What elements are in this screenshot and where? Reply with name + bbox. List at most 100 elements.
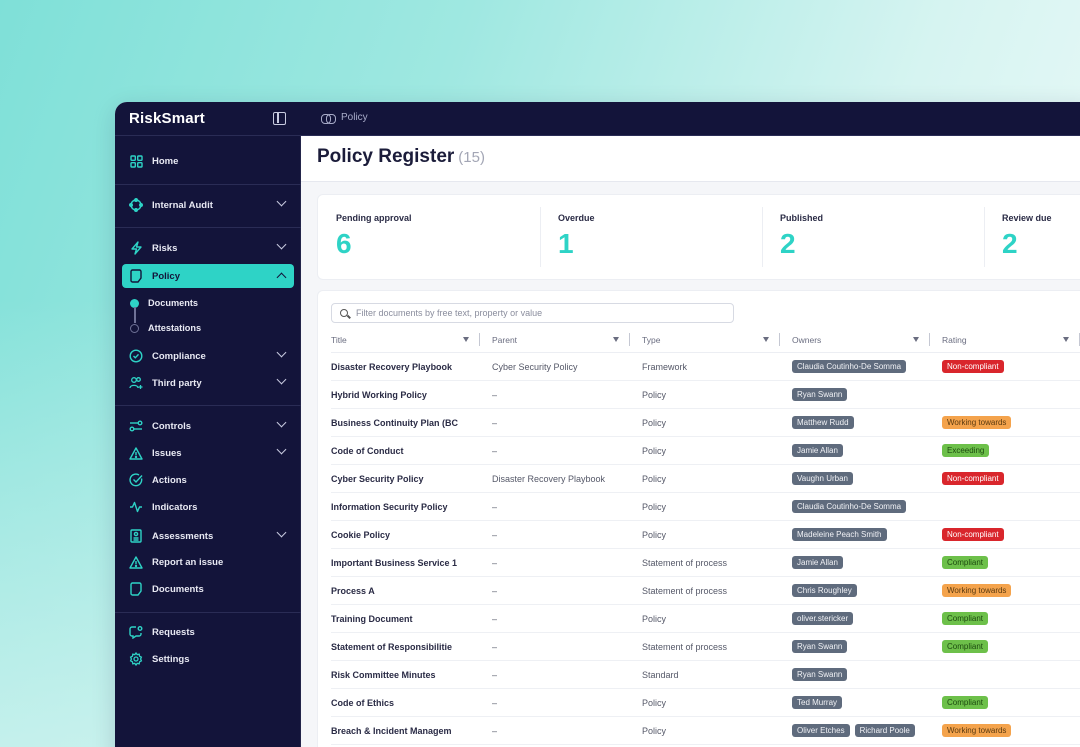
table-row[interactable]: Risk Committee Minutes – Standard Ryan Swan… (331, 661, 1080, 689)
sidebar-item-compliance[interactable]: Compliance (122, 344, 294, 368)
sidebar-item-issues[interactable]: Issues (122, 441, 294, 465)
owner-chip[interactable]: Claudia Coutinho-De Somma (792, 360, 907, 373)
table-row[interactable]: Important Business Service 1 – Statement o… (331, 549, 1080, 577)
column-header-parent[interactable]: Parent (492, 333, 642, 347)
cell-title[interactable]: Cyber Security Policy (331, 474, 424, 484)
cell-title[interactable]: Risk Committee Minutes (331, 670, 436, 680)
cell-title[interactable]: Training Document (331, 614, 413, 624)
column-resize-handle[interactable] (929, 333, 930, 346)
table-row[interactable]: Cookie Policy – Policy Madeleine Peach Smit… (331, 521, 1080, 549)
rating-badge: Compliant (942, 556, 989, 569)
sidebar-item-label: Actions (152, 474, 187, 486)
sidebar-item-actions[interactable]: Actions (122, 468, 294, 492)
rating-badge: Non-compliant (942, 472, 1004, 485)
filter-box[interactable] (331, 303, 734, 323)
owner-chip[interactable]: Jamie Allan (792, 556, 843, 569)
sidebar-item-label: Documents (152, 583, 204, 595)
owner-chip[interactable]: Ted Murray (792, 696, 843, 709)
rating-badge: Non-compliant (942, 528, 1004, 541)
cell-title[interactable]: Breach & Incident Managem (331, 726, 452, 736)
owner-chip[interactable]: oliver.stericker (792, 612, 854, 625)
sidebar-item-requests[interactable]: Requests (122, 620, 294, 644)
column-resize-handle[interactable] (629, 333, 630, 346)
cell-parent: – (492, 530, 498, 540)
sidebar-item-policy[interactable]: Policy (122, 264, 294, 288)
cell-title[interactable]: Important Business Service 1 (331, 558, 458, 568)
column-resize-handle[interactable] (479, 333, 480, 346)
logo[interactable]: RiskSmart (129, 110, 206, 127)
filter-triangle-icon[interactable] (1063, 337, 1069, 342)
stat-published[interactable]: Published 2 (762, 195, 984, 281)
sidebar-item-assessments[interactable]: Assessments (122, 524, 294, 548)
column-resize-handle[interactable] (779, 333, 780, 346)
table-row[interactable]: Disaster Recovery Playbook Cyber Security… (331, 353, 1080, 381)
sidebar-item-risks[interactable]: Risks (122, 236, 294, 260)
filter-triangle-icon[interactable] (763, 337, 769, 342)
sidebar-item-documents[interactable]: Documents (122, 577, 294, 601)
filter-triangle-icon[interactable] (463, 337, 469, 342)
warning-icon (129, 446, 143, 460)
cell-rating: Compliant (942, 640, 989, 653)
owner-chip[interactable]: Chris Roughley (792, 584, 857, 597)
sidebar-item-settings[interactable]: Settings (122, 647, 294, 671)
stat-overdue[interactable]: Overdue 1 (540, 195, 762, 281)
table-row[interactable]: Code of Ethics – Policy Ted Murray Compliant (331, 689, 1080, 717)
stat-pending-approval[interactable]: Pending approval 6 (318, 195, 540, 281)
chevron-down-icon (276, 417, 287, 428)
cell-type: Policy (642, 390, 667, 400)
divider (984, 207, 985, 267)
owner-chip[interactable]: Ryan Swann (792, 640, 848, 653)
owner-chip[interactable]: Ryan Swann (792, 388, 848, 401)
table-row[interactable]: Statement of Responsibilitie – Statement o… (331, 633, 1080, 661)
breadcrumb[interactable]: Policy (321, 112, 368, 124)
cell-parent: – (492, 502, 498, 512)
sidebar-subitem-documents[interactable]: Documents (148, 298, 199, 308)
cell-title[interactable]: Cookie Policy (331, 530, 391, 540)
owner-chip[interactable]: Claudia Coutinho-De Somma (792, 500, 907, 513)
owner-chip[interactable]: Oliver Etches (792, 724, 850, 737)
cell-title[interactable]: Process A (331, 586, 375, 596)
sidebar-item-label: Policy (152, 270, 180, 282)
owner-chip[interactable]: Matthew Rudd (792, 416, 854, 429)
filter-triangle-icon[interactable] (613, 337, 619, 342)
table-row[interactable]: Information Security Policy – Policy Claudi… (331, 493, 1080, 521)
owner-chip[interactable]: Ryan Swann (792, 668, 848, 681)
cell-title[interactable]: Business Continuity Plan (BC (331, 418, 459, 428)
table-row[interactable]: Breach & Incident Managem – Policy Oliver E… (331, 717, 1080, 745)
table-row[interactable]: Process A – Statement of process Chris Roug… (331, 577, 1080, 605)
sidebar-subitem-attestations[interactable]: Attestations (148, 323, 202, 333)
sidebar-toggle-icon[interactable] (273, 112, 286, 125)
table-row[interactable]: Business Continuity Plan (BC – Policy Matth… (331, 409, 1080, 437)
column-header-title[interactable]: Title (331, 333, 481, 347)
sidebar-item-internal-audit[interactable]: Internal Audit (122, 193, 294, 217)
filter-input[interactable] (356, 308, 716, 318)
search-icon (340, 309, 348, 317)
column-header-owners[interactable]: Owners (792, 333, 942, 347)
user-add-icon (129, 376, 143, 390)
cell-title[interactable]: Statement of Responsibilitie (331, 642, 453, 652)
cell-title[interactable]: Information Security Policy (331, 502, 448, 512)
sidebar-item-indicators[interactable]: Indicators (122, 495, 294, 519)
cell-title[interactable]: Disaster Recovery Playbook (331, 362, 453, 372)
table-row[interactable]: Training Document – Policy oliver.stericker… (331, 605, 1080, 633)
column-header-rating[interactable]: Rating (942, 333, 1080, 347)
owner-chip[interactable]: Jamie Allan (792, 444, 843, 457)
sidebar-item-third-party[interactable]: Third party (122, 371, 294, 395)
owner-chip[interactable]: Vaughn Urban (792, 472, 853, 485)
table-row[interactable]: Code of Conduct – Policy Jamie Allan Exceedi… (331, 437, 1080, 465)
cell-parent: – (492, 726, 498, 736)
table-row[interactable]: Cyber Security Policy Disaster Recovery P… (331, 465, 1080, 493)
filter-triangle-icon[interactable] (913, 337, 919, 342)
stat-review-due[interactable]: Review due 2 (984, 195, 1080, 281)
cell-title[interactable]: Code of Conduct (331, 446, 404, 456)
cell-owners: Ted Murray (792, 696, 843, 709)
table-row[interactable]: Hybrid Working Policy – Policy Ryan Swann (331, 381, 1080, 409)
column-header-type[interactable]: Type (642, 333, 792, 347)
sidebar-item-home[interactable]: Home (122, 149, 294, 173)
sidebar-item-controls[interactable]: Controls (122, 414, 294, 438)
sidebar-item-report-issue[interactable]: Report an issue (122, 550, 294, 574)
cell-title[interactable]: Hybrid Working Policy (331, 390, 427, 400)
cell-title[interactable]: Code of Ethics (331, 698, 395, 708)
owner-chip[interactable]: Richard Poole (854, 724, 915, 737)
owner-chip[interactable]: Madeleine Peach Smith (792, 528, 887, 541)
